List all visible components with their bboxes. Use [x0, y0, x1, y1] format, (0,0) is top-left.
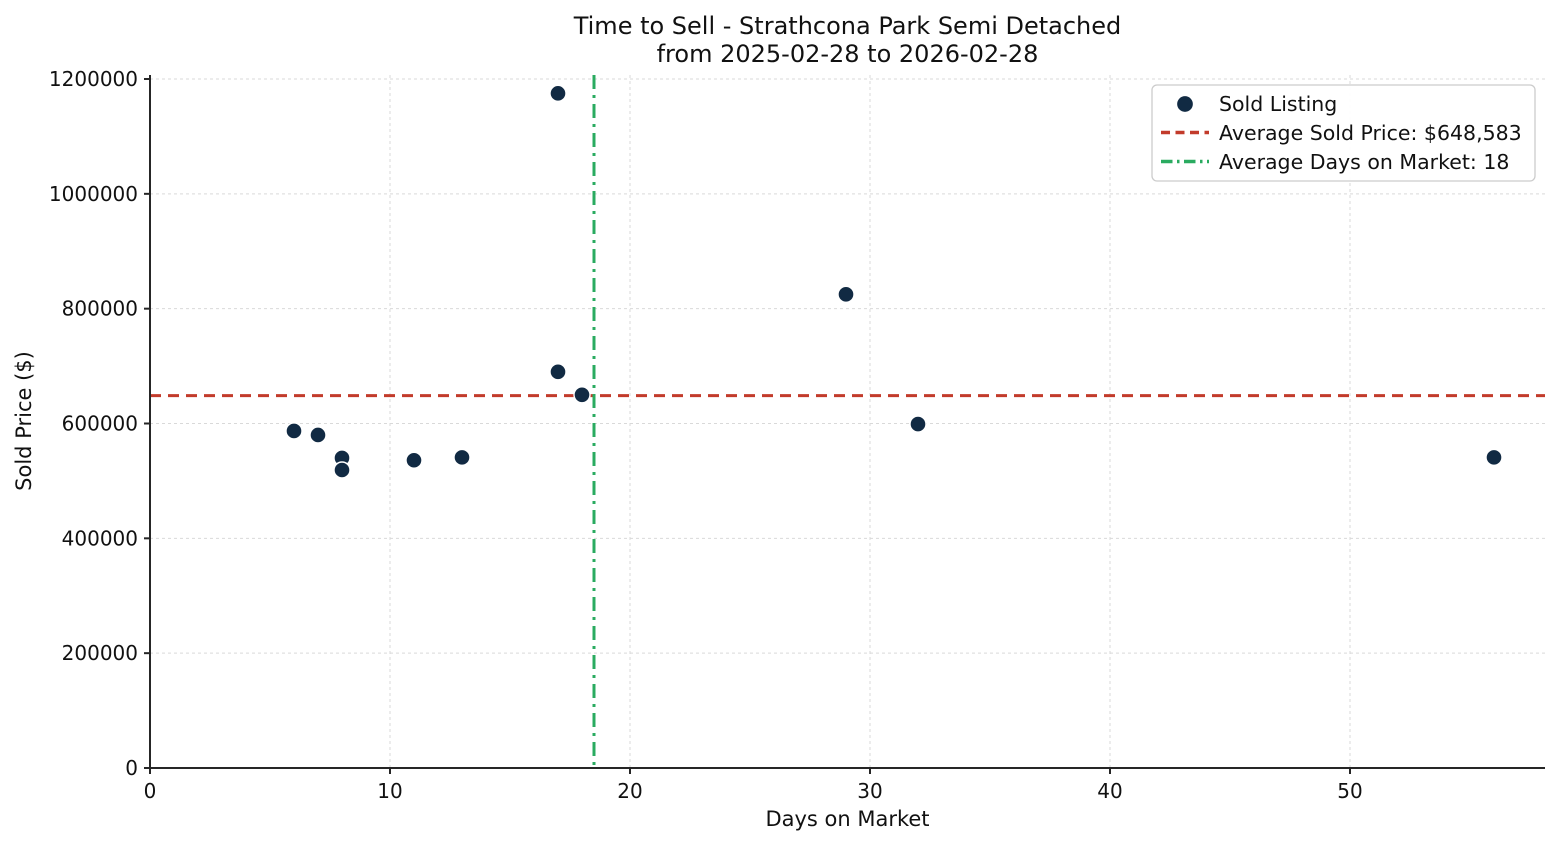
legend-box — [1151, 84, 1536, 182]
data-point — [285, 422, 303, 440]
chart-title-line1: Time to Sell - Strathcona Park Semi Deta… — [573, 12, 1122, 40]
legend: Sold Listing Average Sold Price: $648,58… — [1151, 84, 1536, 182]
tick-marks — [144, 78, 1351, 774]
y-tick-label: 1000000 — [49, 182, 138, 206]
data-point — [1485, 448, 1503, 467]
y-tick-label: 800000 — [62, 297, 138, 321]
x-tick-label: 50 — [1337, 779, 1362, 803]
y-tick-label: 1200000 — [49, 67, 138, 91]
data-point — [453, 448, 471, 467]
y-tick-label: 600000 — [62, 412, 138, 436]
x-tick-label: 30 — [857, 779, 882, 803]
data-point — [909, 415, 927, 433]
data-point — [549, 363, 567, 381]
x-tick-label: 20 — [617, 779, 642, 803]
legend-marker-sold-listing — [1175, 94, 1195, 114]
legend-label-sold-listing: Sold Listing — [1219, 92, 1337, 116]
x-tick-label: 10 — [377, 779, 402, 803]
average-lines — [150, 75, 1545, 768]
y-axis-label: Sold Price ($) — [12, 351, 36, 491]
gridlines — [150, 75, 1545, 768]
data-point — [309, 426, 327, 444]
y-tick-label: 200000 — [62, 641, 138, 665]
data-point — [549, 84, 567, 103]
legend-label-average-days: Average Days on Market: 18 — [1219, 150, 1509, 174]
data-point — [837, 285, 855, 304]
x-tick-label: 40 — [1097, 779, 1122, 803]
chart-title-line2: from 2025-02-28 to 2026-02-28 — [657, 40, 1039, 68]
tick-labels: 0 10 20 30 40 50 0 200000 400000 600000 800000 1000… — [49, 67, 1363, 803]
y-tick-label: 400000 — [62, 526, 138, 550]
y-tick-label: 0 — [125, 756, 138, 780]
data-point — [405, 451, 423, 469]
data-point — [573, 386, 591, 404]
scatter-points — [285, 84, 1503, 479]
x-tick-label: 0 — [144, 779, 157, 803]
data-point — [333, 461, 351, 479]
legend-label-average-price: Average Sold Price: $648,583 — [1219, 121, 1522, 145]
x-axis-label: Days on Market — [765, 807, 929, 831]
